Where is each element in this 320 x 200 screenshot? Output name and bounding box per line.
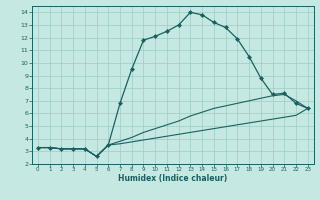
X-axis label: Humidex (Indice chaleur): Humidex (Indice chaleur) [118,174,228,183]
